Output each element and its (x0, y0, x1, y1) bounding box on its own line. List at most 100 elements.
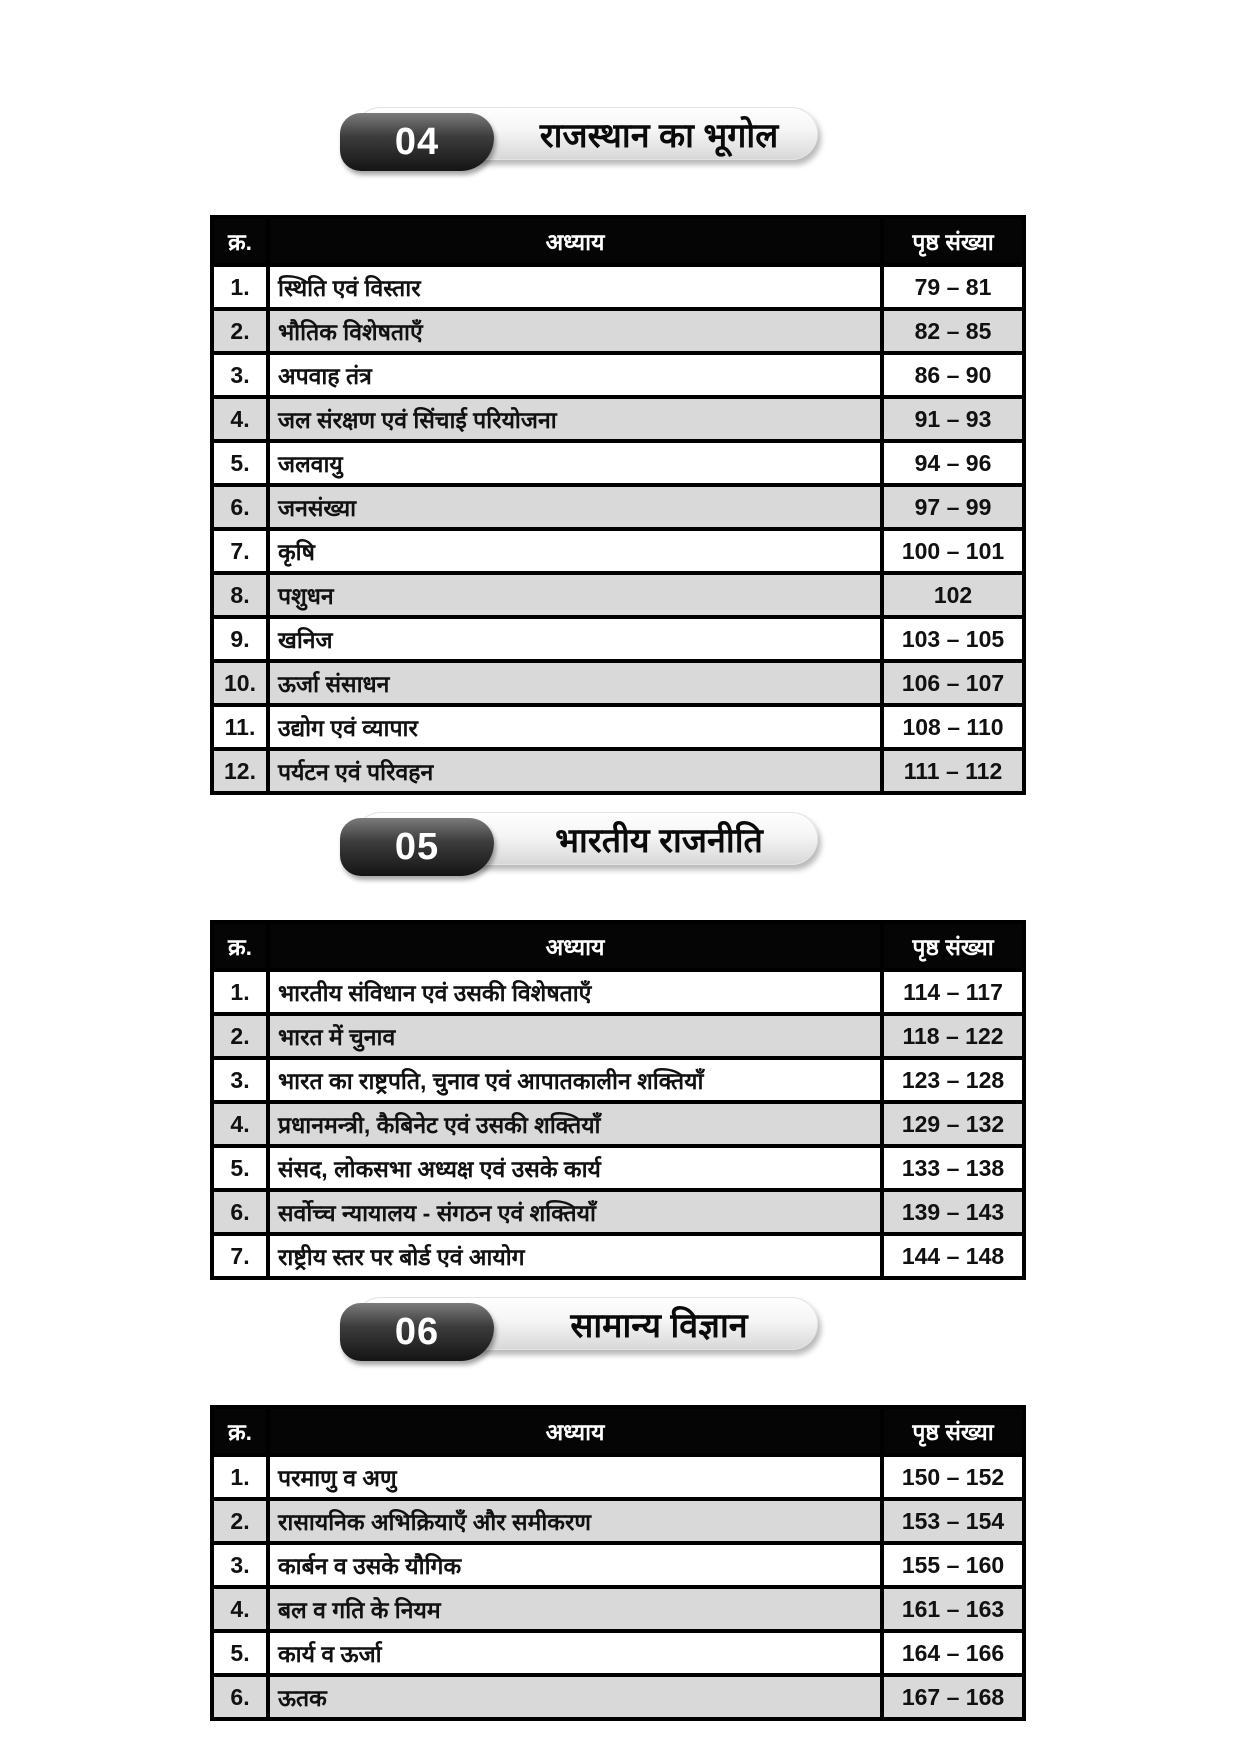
page-range: 108 – 110 (880, 703, 1026, 751)
row-number: 6. (210, 1673, 270, 1721)
row-number: 11. (210, 703, 270, 751)
page-range: 144 – 148 (880, 1232, 1026, 1280)
page-range: 94 – 96 (880, 439, 1026, 487)
section-header: 06 सामान्य विज्ञान (340, 1297, 818, 1361)
chapter-name: भौतिक विशेषताएँ (266, 307, 884, 355)
row-number: 5. (210, 1144, 270, 1192)
toc-section: 06 सामान्य विज्ञान क्र. अध्याय पृष्ठ संख… (210, 1297, 1026, 1721)
header-row: क्र. अध्याय पृष्ठ संख्या (210, 1405, 1026, 1457)
row-number: 4. (210, 395, 270, 443)
table-row: 7. कृषि 100 – 101 (210, 527, 1026, 575)
chapter-name: रासायनिक अभिक्रियाएँ और समीकरण (266, 1497, 884, 1545)
section-title: भारतीय राजनीति (555, 821, 763, 860)
toc-table-body: 1. परमाणु व अणु 150 – 152 2. रासायनिक अभिक्र… (210, 1453, 1026, 1721)
chapter-name: जनसंख्या (266, 483, 884, 531)
page-range: 161 – 163 (880, 1585, 1026, 1633)
page-range: 102 (880, 571, 1026, 619)
table-row: 9. खनिज 103 – 105 (210, 615, 1026, 663)
section-number: 04 (394, 120, 440, 163)
chapter-name: अपवाह तंत्र (266, 351, 884, 399)
row-number: 3. (210, 351, 270, 399)
page-range: 86 – 90 (880, 351, 1026, 399)
page-range: 167 – 168 (880, 1673, 1026, 1721)
table-row: 6. ऊतक 167 – 168 (210, 1673, 1026, 1721)
page-range: 106 – 107 (880, 659, 1026, 707)
toc-table: क्र. अध्याय पृष्ठ संख्या 1. भारतीय संविधा… (210, 920, 1026, 1280)
toc-table: क्र. अध्याय पृष्ठ संख्या 1. स्थिति एवं वि… (210, 215, 1026, 795)
row-number: 10. (210, 659, 270, 707)
col-header-no: क्र. (210, 1405, 270, 1457)
table-row: 1. परमाणु व अणु 150 – 152 (210, 1453, 1026, 1501)
header-row: क्र. अध्याय पृष्ठ संख्या (210, 920, 1026, 972)
table-row: 5. जलवायु 94 – 96 (210, 439, 1026, 487)
section-number-badge: 06 (340, 1303, 494, 1361)
col-header-pages: पृष्ठ संख्या (880, 1405, 1026, 1457)
table-row: 7. राष्ट्रीय स्तर पर बोर्ड एवं आयोग 144 – … (210, 1232, 1026, 1280)
content: 04 राजस्थान का भूगोल क्र. अध्याय पृष्ठ स… (210, 107, 1026, 1721)
page-range: 150 – 152 (880, 1453, 1026, 1501)
chapter-name: पशुधन (266, 571, 884, 619)
page-range: 129 – 132 (880, 1100, 1026, 1148)
row-number: 1. (210, 263, 270, 311)
page-range: 123 – 128 (880, 1056, 1026, 1104)
section-number: 06 (394, 1310, 440, 1353)
page-range: 82 – 85 (880, 307, 1026, 355)
section-header: 05 भारतीय राजनीति (340, 812, 818, 876)
table-row: 4. जल संरक्षण एवं सिंचाई परियोजना 91 – 93 (210, 395, 1026, 443)
chapter-name: स्थिति एवं विस्तार (266, 263, 884, 311)
row-number: 4. (210, 1100, 270, 1148)
page-range: 139 – 143 (880, 1188, 1026, 1236)
section-number: 05 (394, 825, 440, 868)
col-header-chapter: अध्याय (266, 920, 884, 972)
page-range: 100 – 101 (880, 527, 1026, 575)
row-number: 5. (210, 1629, 270, 1677)
page-range: 133 – 138 (880, 1144, 1026, 1192)
col-header-chapter: अध्याय (266, 1405, 884, 1457)
table-row: 10. ऊर्जा संसाधन 106 – 107 (210, 659, 1026, 707)
chapter-name: कृषि (266, 527, 884, 575)
page-range: 164 – 166 (880, 1629, 1026, 1677)
table-row: 3. भारत का राष्ट्रपति, चुनाव एवं आपातकाली… (210, 1056, 1026, 1104)
chapter-name: भारत में चुनाव (266, 1012, 884, 1060)
row-number: 2. (210, 1497, 270, 1545)
chapter-name: पर्यटन एवं परिवहन (266, 747, 884, 795)
section-title: सामान्य विज्ञान (570, 1306, 748, 1345)
row-number: 3. (210, 1541, 270, 1589)
toc-table: क्र. अध्याय पृष्ठ संख्या 1. परमाणु व अणु 1… (210, 1405, 1026, 1721)
table-row: 12. पर्यटन एवं परिवहन 111 – 112 (210, 747, 1026, 795)
chapter-name: ऊर्जा संसाधन (266, 659, 884, 707)
chapter-name: खनिज (266, 615, 884, 663)
row-number: 1. (210, 968, 270, 1016)
row-number: 2. (210, 1012, 270, 1060)
header-row: क्र. अध्याय पृष्ठ संख्या (210, 215, 1026, 267)
page-range: 118 – 122 (880, 1012, 1026, 1060)
toc-table-header: क्र. अध्याय पृष्ठ संख्या (210, 920, 1026, 972)
page-range: 97 – 99 (880, 483, 1026, 531)
page-range: 114 – 117 (880, 968, 1026, 1016)
row-number: 6. (210, 483, 270, 531)
page-range: 91 – 93 (880, 395, 1026, 443)
table-row: 2. रासायनिक अभिक्रियाएँ और समीकरण 153 – 15… (210, 1497, 1026, 1545)
chapter-name: सर्वोच्च न्यायालय - संगठन एवं शक्तियाँ (266, 1188, 884, 1236)
row-number: 2. (210, 307, 270, 355)
table-row: 4. प्रधानमन्त्री, कैबिनेट एवं उसकी शक्तिय… (210, 1100, 1026, 1148)
row-number: 12. (210, 747, 270, 795)
row-number: 6. (210, 1188, 270, 1236)
page-range: 111 – 112 (880, 747, 1026, 795)
col-header-no: क्र. (210, 920, 270, 972)
page-range: 103 – 105 (880, 615, 1026, 663)
chapter-name: परमाणु व अणु (266, 1453, 884, 1501)
row-number: 7. (210, 1232, 270, 1280)
row-number: 8. (210, 571, 270, 619)
row-number: 7. (210, 527, 270, 575)
chapter-name: बल व गति के नियम (266, 1585, 884, 1633)
table-row: 3. अपवाह तंत्र 86 – 90 (210, 351, 1026, 399)
chapter-name: संसद, लोकसभा अध्यक्ष एवं उसके कार्य (266, 1144, 884, 1192)
chapter-name: उद्योग एवं व्यापार (266, 703, 884, 751)
chapter-name: ऊतक (266, 1673, 884, 1721)
table-row: 1. भारतीय संविधान एवं उसकी विशेषताएँ 114 –… (210, 968, 1026, 1016)
chapter-name: कार्य व ऊर्जा (266, 1629, 884, 1677)
chapter-name: जल संरक्षण एवं सिंचाई परियोजना (266, 395, 884, 443)
table-row: 5. संसद, लोकसभा अध्यक्ष एवं उसके कार्य 133… (210, 1144, 1026, 1192)
